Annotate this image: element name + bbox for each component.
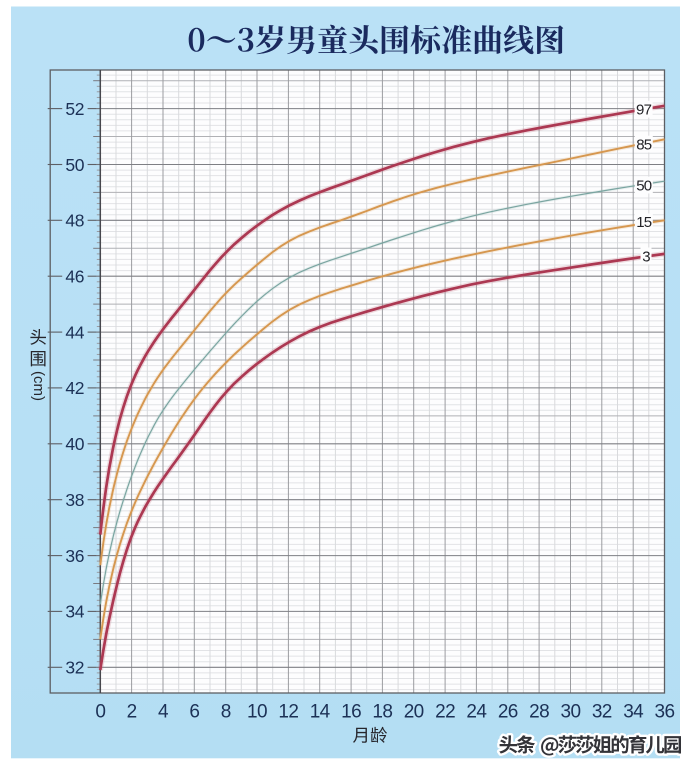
svg-text:85: 85 bbox=[636, 137, 652, 154]
svg-text:12: 12 bbox=[278, 701, 298, 722]
svg-text:34: 34 bbox=[623, 701, 644, 722]
svg-text:30: 30 bbox=[561, 701, 581, 722]
svg-text:2: 2 bbox=[127, 701, 137, 722]
svg-text:0: 0 bbox=[95, 701, 105, 722]
svg-text:20: 20 bbox=[404, 701, 424, 722]
svg-text:26: 26 bbox=[498, 701, 518, 722]
svg-text:14: 14 bbox=[310, 701, 331, 722]
svg-text:42: 42 bbox=[65, 378, 84, 398]
svg-text:32: 32 bbox=[65, 658, 84, 678]
svg-text:3: 3 bbox=[642, 248, 650, 265]
svg-text:18: 18 bbox=[372, 701, 392, 722]
svg-text:16: 16 bbox=[341, 701, 361, 722]
svg-text:22: 22 bbox=[435, 701, 455, 722]
svg-text:38: 38 bbox=[65, 490, 84, 510]
svg-text:28: 28 bbox=[529, 701, 549, 722]
svg-text:24: 24 bbox=[466, 701, 487, 722]
svg-text:4: 4 bbox=[158, 701, 169, 722]
svg-text:34: 34 bbox=[65, 602, 84, 622]
svg-text:36: 36 bbox=[655, 701, 675, 722]
svg-text:8: 8 bbox=[221, 701, 231, 722]
svg-text:6: 6 bbox=[189, 701, 199, 722]
svg-text:32: 32 bbox=[592, 701, 612, 722]
svg-text:40: 40 bbox=[65, 434, 84, 454]
svg-text:97: 97 bbox=[636, 102, 652, 119]
svg-text:50: 50 bbox=[65, 155, 84, 175]
svg-text:36: 36 bbox=[65, 546, 84, 566]
svg-text:(cm): (cm) bbox=[30, 371, 47, 401]
svg-text:44: 44 bbox=[65, 322, 84, 342]
svg-text:15: 15 bbox=[636, 214, 652, 231]
svg-text:46: 46 bbox=[65, 267, 84, 287]
svg-text:52: 52 bbox=[65, 99, 84, 119]
svg-text:50: 50 bbox=[636, 178, 652, 195]
svg-text:48: 48 bbox=[65, 211, 84, 231]
svg-text:10: 10 bbox=[247, 701, 267, 722]
